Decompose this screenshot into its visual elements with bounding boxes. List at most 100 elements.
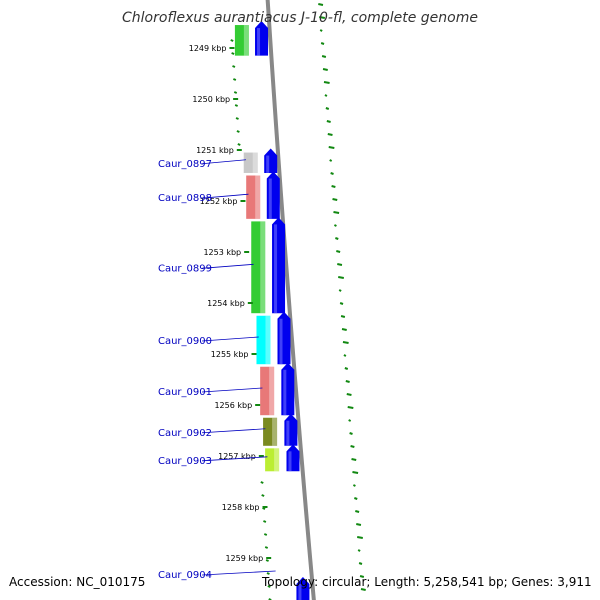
tick-label: 1252 kbp [200, 197, 238, 206]
gc-content-mark [233, 78, 237, 81]
gene-leader-line [201, 570, 276, 576]
cog-highlight [269, 366, 275, 416]
gc-skew-mark [324, 94, 328, 97]
gc-skew-mark [320, 42, 325, 45]
cds-arrow-shade [288, 451, 292, 472]
tick-label: 1251 kbp [196, 146, 234, 155]
gc-content-mark [260, 481, 264, 484]
genome-summary: Topology: circular; Length: 5,258,541 bp… [262, 575, 592, 589]
gene-label[interactable]: Caur_0901 [158, 387, 212, 398]
cog-box [234, 25, 249, 56]
gc-skew-mark [321, 55, 327, 58]
gc-content-mark [261, 494, 265, 497]
cog-highlight [243, 25, 249, 56]
tick-label: 1256 kbp [214, 401, 252, 410]
cog-box [256, 315, 271, 365]
gc-content-mark [236, 130, 240, 133]
gc-skew-mark [322, 68, 328, 71]
gene-label[interactable]: Caur_0904 [158, 570, 212, 581]
gc-skew-mark [358, 562, 363, 565]
gc-skew-mark [329, 159, 333, 162]
gc-skew-mark [346, 393, 352, 396]
cds-arrow-shade [286, 420, 290, 446]
gc-skew-mark [350, 445, 355, 448]
gene-label[interactable]: Caur_0897 [158, 159, 212, 170]
cds-arrow-shade [274, 224, 278, 314]
gene-label[interactable]: Caur_0899 [158, 263, 212, 274]
gc-skew-mark [344, 367, 349, 370]
gc-content-mark [264, 546, 269, 549]
cds-arrow-shade [257, 28, 261, 56]
gc-skew-mark [345, 380, 350, 383]
cds-arrow-shade [283, 369, 287, 416]
cog-box [260, 366, 275, 416]
cog-highlight [255, 175, 261, 219]
gene-leader-line [201, 387, 263, 393]
gc-content-mark [267, 585, 271, 588]
cds-arrow[interactable] [284, 413, 298, 446]
cds-arrow[interactable] [255, 21, 269, 56]
cog-highlight [265, 315, 271, 365]
gc-content-mark [266, 572, 270, 575]
cog-box [265, 448, 280, 472]
cds-arrow-shade [266, 155, 270, 173]
gene-leader-line [201, 428, 266, 434]
map-title: Chloroflexus aurantiacus J-10-fl, comple… [122, 10, 478, 26]
gene-labels: Caur_0897 Caur_0898 Caur_0899 Caur_0900 Caur… [158, 159, 276, 581]
gene-label[interactable]: Caur_0902 [158, 428, 212, 439]
cds-arrow[interactable] [272, 217, 286, 314]
gc-content-mark [263, 533, 268, 536]
cds-arrow-shade [268, 178, 272, 219]
gene-leader-line [201, 336, 259, 342]
gc-skew-track [318, 3, 366, 591]
gc-skew-mark [325, 107, 330, 110]
gene-leader-line [201, 456, 268, 462]
gene-leader-line [201, 263, 254, 269]
gc-skew-mark [326, 120, 331, 123]
gc-skew-mark [347, 406, 354, 409]
cds-arrow[interactable] [264, 148, 278, 173]
gc-skew-mark [328, 146, 335, 149]
cds-arrow[interactable] [281, 362, 295, 416]
gc-content-mark [231, 52, 235, 55]
gene-leader-line [201, 193, 249, 199]
gc-skew-mark [342, 341, 349, 344]
cds-arrow[interactable] [266, 171, 280, 219]
gc-skew-mark [354, 497, 358, 500]
cog-box [246, 175, 261, 219]
gc-skew-mark [357, 549, 361, 552]
gene-label[interactable]: Caur_0900 [158, 336, 212, 347]
gc-skew-mark [341, 328, 347, 331]
gc-skew-mark [332, 198, 338, 201]
gc-content-mark [235, 117, 239, 120]
gc-skew-mark [339, 302, 344, 305]
gene-leader-line [201, 159, 247, 165]
tick-label: 1258 kbp [222, 503, 260, 512]
cog-track [234, 25, 280, 472]
tick-label: 1254 kbp [207, 299, 245, 308]
gc-skew-mark [336, 250, 341, 253]
gc-skew-mark [348, 419, 352, 422]
cog-highlight [252, 152, 258, 173]
gc-skew-mark [319, 29, 323, 32]
gene-label[interactable]: Caur_0898 [158, 193, 212, 204]
gc-skew-mark [335, 237, 339, 240]
cds-track [255, 21, 310, 600]
gc-skew-mark [340, 315, 346, 318]
cog-box [243, 152, 258, 173]
gc-content-mark [233, 91, 238, 94]
cds-arrow[interactable] [277, 311, 291, 365]
tick-label: 1249 kbp [189, 44, 227, 53]
gc-skew-mark [333, 211, 340, 214]
gc-content-mark [265, 559, 269, 562]
tick-label: 1259 kbp [225, 554, 263, 563]
gc-skew-mark [318, 3, 324, 6]
gc-skew-mark [351, 458, 357, 461]
cds-arrow[interactable] [286, 444, 300, 472]
gc-skew-mark [359, 575, 365, 578]
tick-label: 1253 kbp [203, 248, 241, 257]
tick-label: 1255 kbp [211, 350, 249, 359]
gene-label[interactable]: Caur_0903 [158, 456, 212, 467]
gc-skew-mark [327, 133, 333, 136]
